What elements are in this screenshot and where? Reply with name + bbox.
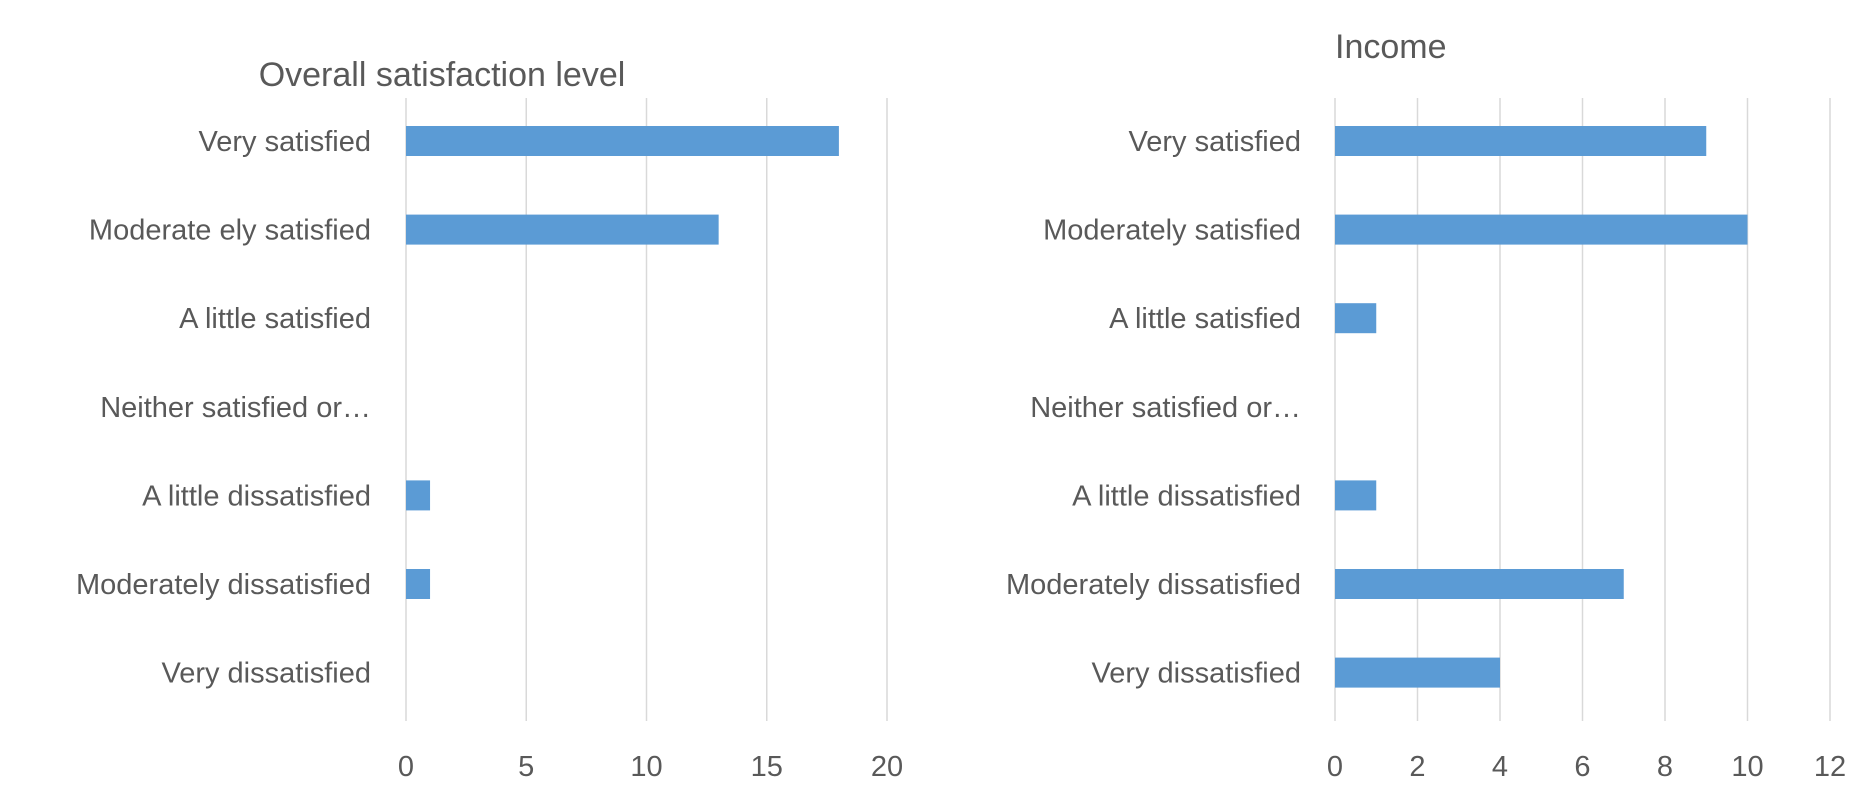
tick-label: 0: [1327, 751, 1343, 783]
bar: [1335, 214, 1748, 245]
bar: [1335, 303, 1377, 334]
tick-label: 15: [751, 751, 783, 783]
category-labels: Very satisfied Moderately satisfied A litt…: [1006, 126, 1301, 690]
tick-label: 6: [1574, 751, 1590, 783]
category-label: Very dissatisfied: [161, 658, 371, 690]
tick-label: 10: [630, 751, 662, 783]
tick-label: 8: [1657, 751, 1673, 783]
chart-title: Overall satisfaction level: [259, 56, 626, 94]
bar: [406, 126, 839, 156]
bar: [1335, 657, 1500, 688]
bar: [406, 480, 431, 511]
bar: [1335, 569, 1624, 599]
category-label: Very dissatisfied: [1091, 658, 1301, 690]
chart-title: Income: [1335, 28, 1447, 66]
tick-labels: 0 2 4 6 8 10 12: [1327, 751, 1846, 783]
category-label: Neither satisfied or…: [100, 392, 371, 424]
chart-overall-satisfaction: Overall satisfaction level Very satisfie…: [76, 56, 903, 783]
bars: [406, 126, 839, 599]
category-label: Moderately dissatisfied: [76, 569, 371, 601]
gridlines: [1334, 98, 1831, 721]
category-label: Moderate ely satisfied: [89, 215, 371, 247]
bar: [406, 214, 719, 245]
bars: [1335, 126, 1748, 688]
tick-label: 20: [871, 751, 903, 783]
category-label: A little dissatisfied: [142, 480, 371, 512]
gridlines: [405, 98, 888, 721]
category-label: A little satisfied: [1109, 303, 1301, 335]
category-label: Neither satisfied or…: [1030, 392, 1301, 424]
category-label: Moderately satisfied: [1043, 215, 1301, 247]
tick-label: 0: [398, 751, 414, 783]
bar: [1335, 480, 1377, 511]
category-label: Moderately dissatisfied: [1006, 569, 1301, 601]
tick-labels: 0 5 10 15 20: [398, 751, 903, 783]
chart-income: Income Very satisfied Moderately satisfie…: [1006, 28, 1846, 783]
tick-label: 10: [1731, 751, 1763, 783]
tick-label: 12: [1814, 751, 1846, 783]
category-label: Very satisfied: [199, 126, 371, 158]
tick-label: 4: [1492, 751, 1508, 783]
category-label: A little satisfied: [179, 303, 371, 335]
bar: [1335, 126, 1707, 156]
bar: [406, 569, 431, 599]
tick-label: 5: [518, 751, 534, 783]
category-label: Very satisfied: [1129, 126, 1301, 158]
category-label: A little dissatisfied: [1072, 480, 1301, 512]
category-labels: Very satisfied Moderate ely satisfied A li…: [76, 126, 371, 690]
tick-label: 2: [1409, 751, 1425, 783]
